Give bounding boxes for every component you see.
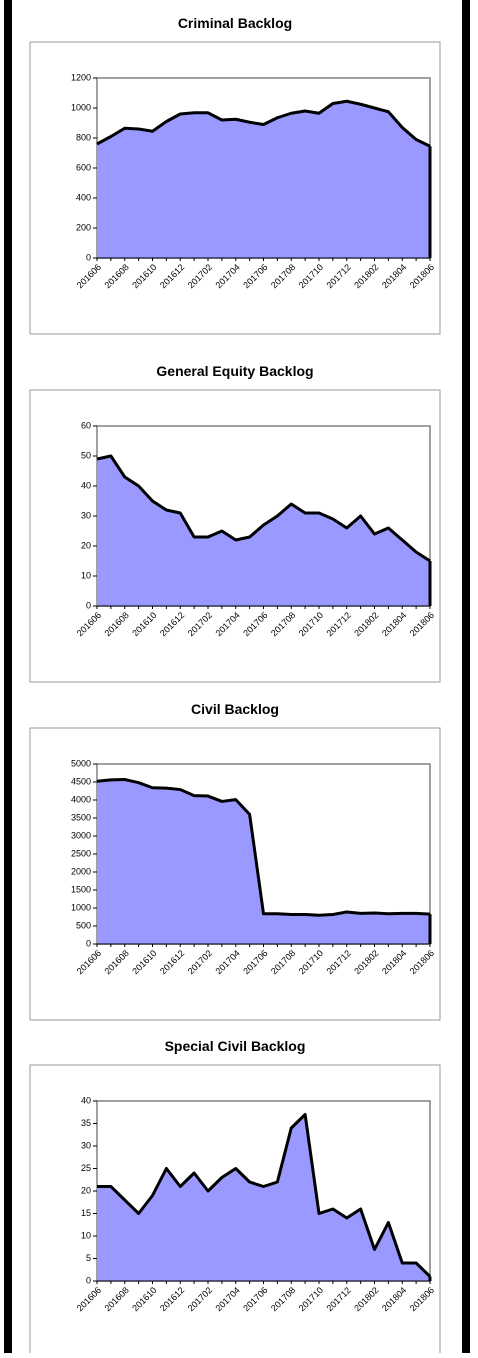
y-tick-label: 1000	[71, 102, 91, 112]
y-tick-label: 60	[81, 420, 91, 430]
y-tick-label: 400	[76, 192, 91, 202]
y-tick-label: 800	[76, 132, 91, 142]
y-tick-label: 5000	[71, 758, 91, 768]
y-tick-label: 0	[86, 938, 91, 948]
y-tick-label: 20	[81, 540, 91, 550]
y-tick-label: 10	[81, 1230, 91, 1240]
line	[96, 454, 431, 563]
area	[97, 456, 430, 606]
line	[96, 99, 431, 148]
y-tick-label: 3000	[71, 830, 91, 840]
y-tick-label: 40	[81, 480, 91, 490]
y-tick-label: 2500	[71, 848, 91, 858]
y-tick-label: 0	[86, 600, 91, 610]
y-tick-label: 600	[76, 162, 91, 172]
y-tick-label: 5	[86, 1253, 91, 1263]
y-tick-label: 1200	[71, 72, 91, 82]
y-tick-label: 20	[81, 1185, 91, 1195]
y-tick-label: 35	[81, 1118, 91, 1128]
y-tick-label: 30	[81, 1140, 91, 1150]
chart-title: General Equity Backlog	[156, 363, 313, 379]
y-tick-label: 10	[81, 570, 91, 580]
line	[97, 1113, 432, 1278]
y-tick-label: 25	[81, 1163, 91, 1173]
y-tick-label: 40	[81, 1095, 91, 1105]
chart-title: Criminal Backlog	[178, 15, 292, 31]
y-tick-label: 2000	[71, 866, 91, 876]
y-tick-label: 0	[86, 1275, 91, 1285]
chart-title: Special Civil Backlog	[165, 1038, 306, 1054]
area	[97, 1114, 430, 1281]
y-tick-label: 4500	[71, 776, 91, 786]
y-tick-label: 4000	[71, 794, 91, 804]
y-tick-label: 15	[81, 1208, 91, 1218]
y-tick-label: 1000	[71, 902, 91, 912]
y-tick-label: 1500	[71, 884, 91, 894]
area	[97, 779, 430, 944]
y-tick-label: 500	[76, 920, 91, 930]
chart-title: Civil Backlog	[191, 701, 279, 717]
area	[97, 101, 430, 258]
y-tick-label: 200	[76, 222, 91, 232]
y-tick-label: 0	[86, 252, 91, 262]
y-tick-label: 30	[81, 510, 91, 520]
line	[96, 777, 431, 917]
y-tick-label: 3500	[71, 812, 91, 822]
y-tick-label: 50	[81, 450, 91, 460]
